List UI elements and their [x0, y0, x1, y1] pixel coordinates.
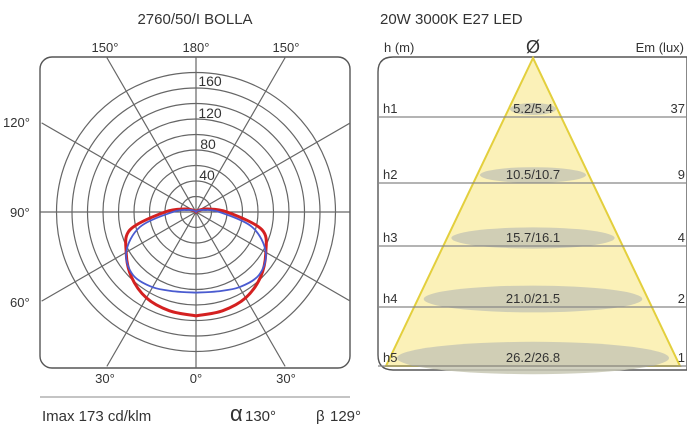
row-h-label: h3: [383, 230, 397, 245]
angle-label-0: 0°: [190, 371, 202, 386]
beta-symbol: β: [316, 408, 325, 425]
radial-tick-40: 40: [199, 167, 215, 183]
row-em-label: 4: [678, 230, 685, 245]
row-diameter-label: 5.2/5.4: [513, 101, 553, 116]
row-em-label: 2: [678, 291, 685, 306]
beta-value: 129°: [330, 408, 361, 425]
radial-tick-160: 160: [198, 73, 222, 89]
angle-label-180: 180°: [183, 40, 210, 55]
angle-label-30-left: 30°: [95, 371, 115, 386]
alpha-value: 130°: [245, 408, 276, 425]
h-header: h (m): [384, 40, 414, 55]
angle-label-60: 60°: [10, 295, 30, 310]
angle-label-30-right: 30°: [276, 371, 296, 386]
row-diameter-label: 26.2/26.8: [506, 350, 560, 365]
imax-label: Imax 173 cd/klm: [42, 408, 151, 425]
cone-rows: h1 5.2/5.4 37 h2 10.5/10.7 9 h3 15.7/16.1 4 h4 21.…: [378, 101, 687, 375]
row-em-label: 1: [678, 350, 685, 365]
cone-title: 20W 3000K E27 LED: [380, 11, 523, 28]
row-em-label: 37: [671, 101, 685, 116]
row-h-label: h1: [383, 101, 397, 116]
illuminance-ellipse: [451, 227, 615, 249]
illuminance-ellipse: [479, 167, 587, 183]
em-header: Em (lux): [636, 40, 684, 55]
radial-tick-120: 120: [198, 105, 222, 121]
illuminance-ellipse: [509, 103, 557, 115]
angle-label-150-left: 150°: [92, 40, 119, 55]
row-h-label: h2: [383, 167, 397, 182]
diameter-icon: Ø: [526, 37, 540, 57]
angle-label-150-right: 150°: [273, 40, 300, 55]
row-h-label: h5: [383, 350, 397, 365]
row-em-label: 9: [678, 167, 685, 182]
radial-tick-80: 80: [200, 136, 216, 152]
angle-label-120: 120°: [3, 115, 30, 130]
row-h-label: h4: [383, 291, 397, 306]
illuminance-ellipse: [423, 285, 643, 313]
row-diameter-label: 10.5/10.7: [506, 167, 560, 182]
polar-curves: [124, 207, 268, 318]
alpha-symbol: α: [230, 401, 243, 426]
row-diameter-label: 21.0/21.5: [506, 291, 560, 306]
row-diameter-label: 15.7/16.1: [506, 230, 560, 245]
intensity-curve-2: [125, 209, 267, 294]
angle-label-90: 90°: [10, 205, 30, 220]
polar-title: 2760/50/I BOLLA: [137, 11, 252, 28]
